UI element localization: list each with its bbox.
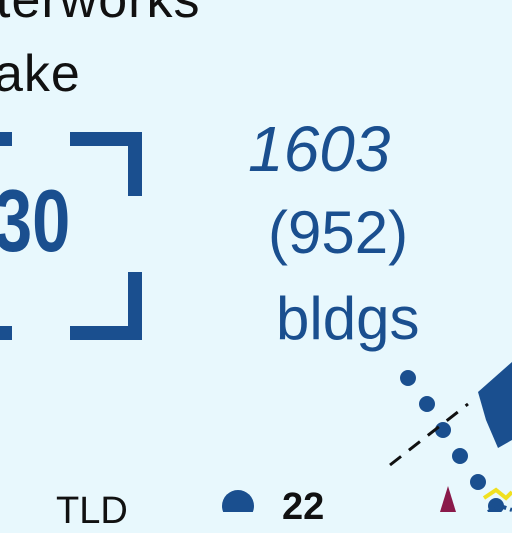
route-dot [470,474,486,490]
map-title-line-1: terworks [0,0,201,29]
building-count-unit: bldgs [276,285,420,352]
bracket-bottom-right-bar [70,326,142,340]
building-shape [478,362,512,448]
route-dot [488,498,504,512]
bracket-top-left-stub [0,132,12,146]
map-graphics [0,132,512,512]
bracket-bottom-right-vertical [128,272,142,340]
yellow-route-segment [482,487,512,501]
bottom-right-label: 22 [282,486,325,528]
building-count-secondary: (952) [268,199,409,266]
building-count-total: 1603 [248,113,391,185]
route-dot [419,396,435,412]
bracket-top-right-vertical [128,132,142,196]
bracket-bottom-left-stub [0,326,12,340]
red-marker [440,486,456,512]
bracket-top-right-bar [70,132,142,146]
route-dot [435,422,451,438]
location-dot-icon [222,490,254,512]
badge-bracket-frame [0,132,142,340]
route-dot [452,448,468,464]
route-dot [400,370,416,386]
map-title-line-2: ake [0,45,81,103]
badge-number: 30 [0,171,71,270]
route-dotted-line [400,370,504,512]
dashed-boundary-line [389,402,469,467]
